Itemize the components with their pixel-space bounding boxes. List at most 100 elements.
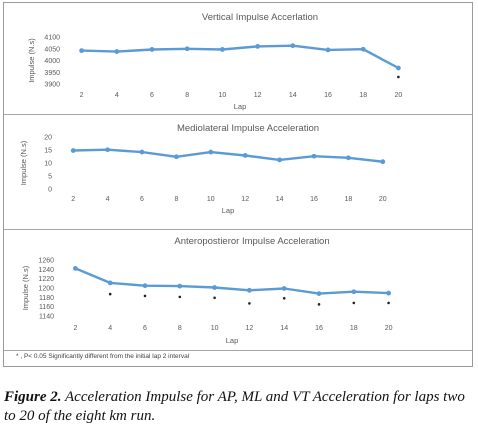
data-point xyxy=(174,154,179,160)
data-point xyxy=(380,159,386,165)
x-tick-label: 18 xyxy=(359,92,367,99)
x-tick-label: 14 xyxy=(289,92,297,99)
x-axis-label: Lap xyxy=(222,206,235,215)
x-tick-label: 18 xyxy=(345,196,353,203)
x-tick-label: 10 xyxy=(207,196,215,203)
vertical-impulse-panel: Vertical Impulse Accerlation Impulse (N.s… xyxy=(4,3,472,115)
data-point xyxy=(149,47,155,52)
y-tick-label: 1160 xyxy=(39,304,54,311)
vertical-impulse-chart: Vertical Impulse Accerlation Impulse (N.s… xyxy=(27,12,403,111)
data-point xyxy=(212,285,218,290)
y-tick-label: 0 xyxy=(48,187,52,194)
data-point xyxy=(70,148,76,153)
x-tick-label: 4 xyxy=(106,196,110,203)
chart-title: Mediolateral Impulse Acceleration xyxy=(177,123,319,134)
y-tick-label: 1200 xyxy=(38,286,54,293)
data-point xyxy=(346,155,351,161)
data-point xyxy=(311,153,317,159)
data-point xyxy=(281,286,287,291)
data-point xyxy=(247,287,252,293)
caption-text: Acceleration Impulse for AP, ML and VT A… xyxy=(4,389,465,424)
x-tick-label: 16 xyxy=(324,92,332,99)
y-axis-label: Impulse (N.s) xyxy=(21,265,30,310)
significance-marker xyxy=(178,295,182,299)
x-tick-label: 20 xyxy=(395,92,403,99)
data-point xyxy=(105,147,110,153)
data-point xyxy=(73,266,78,271)
data-point xyxy=(351,289,357,295)
x-tick-label: 8 xyxy=(185,92,189,99)
data-point xyxy=(396,65,401,71)
data-point xyxy=(114,49,120,54)
x-tick-label: 20 xyxy=(379,196,387,203)
x-tick-label: 6 xyxy=(143,325,147,332)
x-tick-label: 2 xyxy=(80,92,84,99)
y-tick-label: 4000 xyxy=(44,58,60,65)
x-tick-label: 10 xyxy=(211,325,219,332)
y-tick-label: 10 xyxy=(44,161,52,168)
x-tick-label: 16 xyxy=(315,325,323,332)
significance-marker xyxy=(213,296,216,300)
chart-title: Anteropostieror Impulse Acceleration xyxy=(174,236,329,247)
chart-title: Vertical Impulse Accerlation xyxy=(202,12,318,23)
y-tick-label: 1140 xyxy=(39,314,54,321)
x-tick-label: 6 xyxy=(140,196,144,203)
series-line xyxy=(74,267,389,295)
data-point xyxy=(360,46,366,52)
x-tick-label: 20 xyxy=(385,325,393,332)
y-tick-label: 1260 xyxy=(38,258,54,265)
x-tick-label: 4 xyxy=(115,92,119,99)
anteroposterior-impulse-panel: Anteropostieror Impulse Acceleration Impu… xyxy=(4,230,472,351)
y-tick-label: 1220 xyxy=(38,276,54,283)
x-tick-label: 12 xyxy=(241,196,249,203)
x-axis-label: Lap xyxy=(234,102,247,111)
caption-label: Figure 2. xyxy=(4,389,62,405)
significance-marker xyxy=(317,303,321,306)
mediolateral-impulse-chart: Mediolateral Impulse Acceleration Impulse… xyxy=(19,123,387,215)
series-line xyxy=(81,44,399,70)
significance-marker xyxy=(248,302,251,305)
data-point xyxy=(208,149,214,155)
series-line xyxy=(73,148,383,163)
y-tick-label: 3900 xyxy=(44,82,60,89)
x-tick-label: 14 xyxy=(276,196,284,203)
significance-marker xyxy=(352,301,356,305)
data-point xyxy=(290,43,296,49)
x-tick-label: 8 xyxy=(178,325,182,332)
y-axis-label: Impulse (N.s) xyxy=(27,38,36,83)
y-tick-label: 15 xyxy=(44,148,52,155)
significance-marker xyxy=(397,75,400,79)
x-tick-label: 12 xyxy=(246,325,254,332)
y-tick-label: 5 xyxy=(48,174,52,181)
data-point xyxy=(177,283,183,289)
y-axis-label: Impulse (N.s) xyxy=(19,140,28,185)
data-point xyxy=(325,47,331,53)
y-tick-label: 20 xyxy=(44,135,52,142)
x-tick-label: 16 xyxy=(310,196,318,203)
significance-marker xyxy=(108,292,112,296)
data-point xyxy=(139,149,145,155)
x-tick-label: 4 xyxy=(108,325,112,332)
y-tick-label: 4100 xyxy=(44,35,60,42)
data-point xyxy=(220,47,225,52)
data-point xyxy=(142,283,148,289)
data-point xyxy=(255,44,260,49)
x-tick-label: 14 xyxy=(280,325,288,332)
data-point xyxy=(107,280,113,286)
mediolateral-impulse-panel: Mediolateral Impulse Acceleration Impulse… xyxy=(4,115,472,230)
data-point xyxy=(277,157,282,163)
x-tick-label: 2 xyxy=(71,196,75,203)
data-point xyxy=(242,153,248,158)
data-point xyxy=(184,46,190,52)
y-tick-label: 1240 xyxy=(38,267,54,274)
data-point xyxy=(79,48,84,54)
data-point xyxy=(316,291,322,296)
significance-marker xyxy=(387,301,390,305)
x-tick-label: 6 xyxy=(150,92,154,99)
y-tick-label: 1180 xyxy=(39,295,54,302)
anteroposterior-impulse-chart: Anteropostieror Impulse Acceleration Impu… xyxy=(21,236,393,345)
significance-marker xyxy=(143,294,147,298)
x-tick-label: 8 xyxy=(174,196,178,203)
x-tick-label: 18 xyxy=(350,325,358,332)
x-axis-label: Lap xyxy=(226,336,239,345)
